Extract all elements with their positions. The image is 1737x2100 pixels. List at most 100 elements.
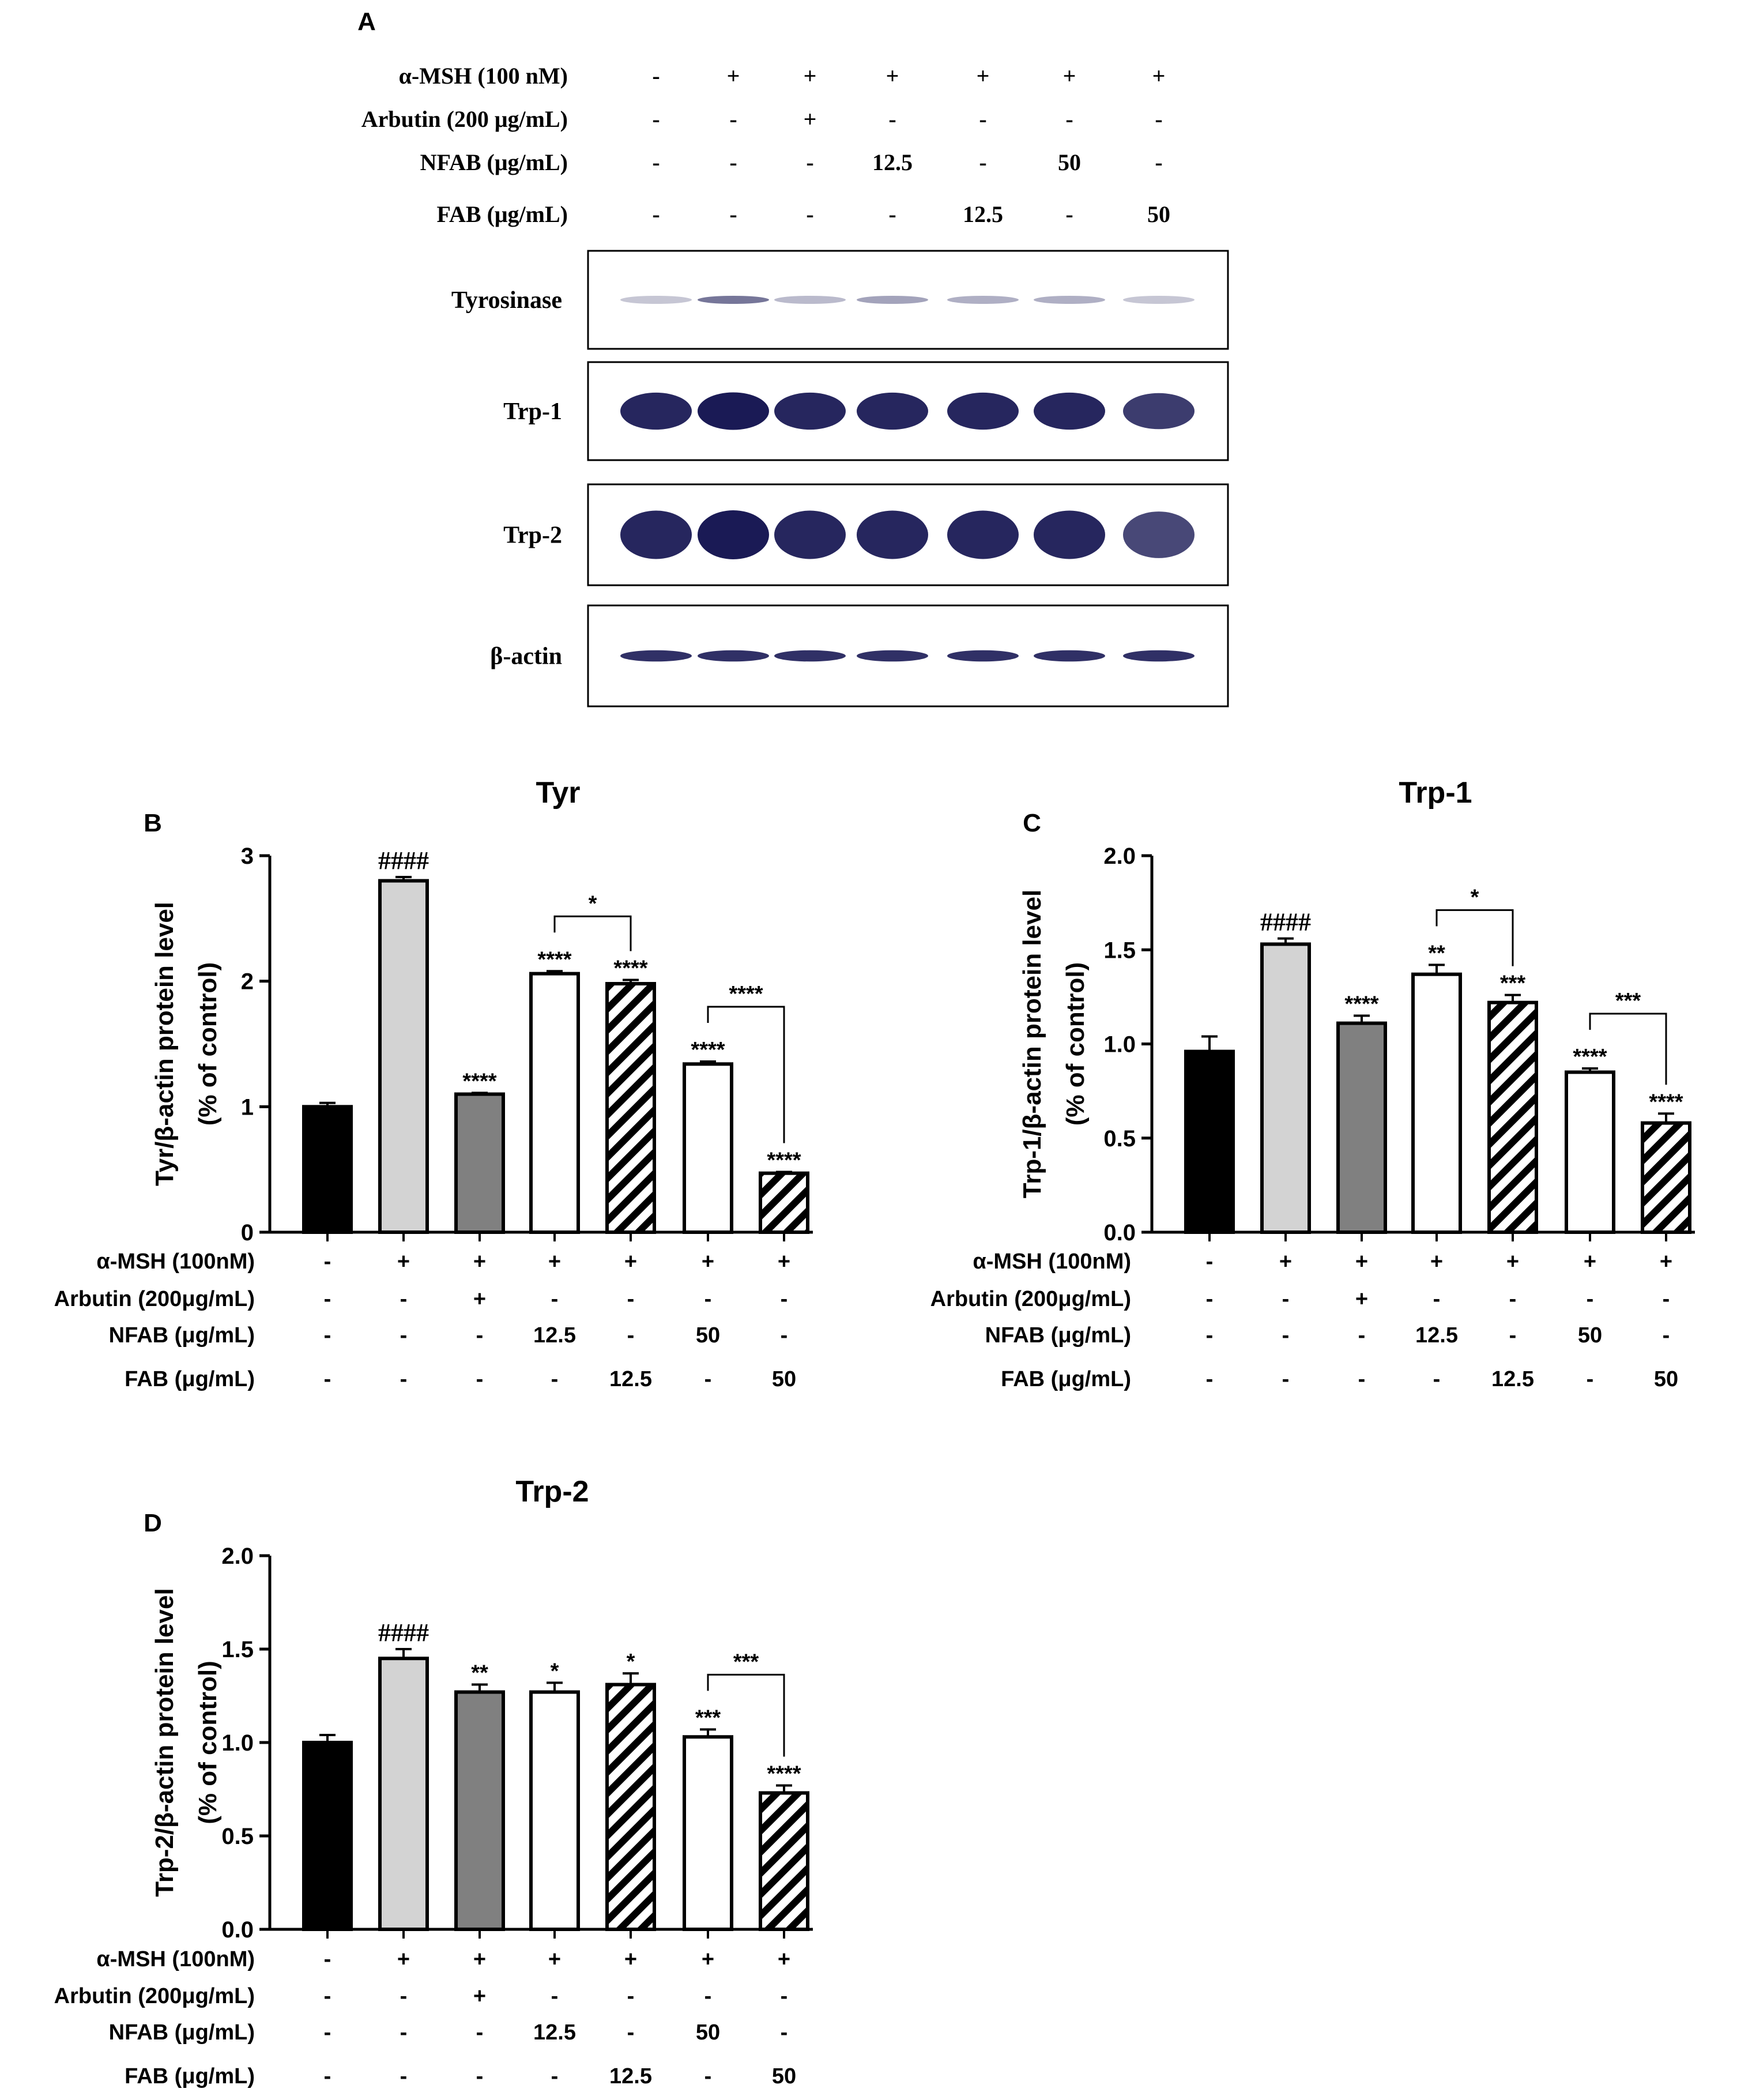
treatment-value: - bbox=[324, 1287, 331, 1311]
y-tick-label: 0.0 bbox=[221, 1917, 254, 1943]
treatment-label: α-MSH (100nM) bbox=[96, 1250, 255, 1274]
treatment-label: FAB (μg/mL) bbox=[1001, 1367, 1131, 1391]
blot-treatment-value: - bbox=[806, 201, 813, 227]
treatment-value: - bbox=[400, 1367, 408, 1391]
bar bbox=[378, 879, 429, 1234]
treatment-value: - bbox=[1206, 1250, 1214, 1274]
y-axis-label-units: (% of control) bbox=[194, 962, 222, 1126]
comparison-bracket bbox=[707, 1006, 785, 1143]
treatment-label: Arbutin (200μg/mL) bbox=[54, 1287, 255, 1311]
blot-treatment-value: + bbox=[977, 63, 990, 89]
y-axis-label: Tyr/β-actin protein level bbox=[150, 902, 179, 1186]
blot-treatment-value: - bbox=[979, 106, 986, 132]
treatment-label: FAB (μg/mL) bbox=[125, 1367, 255, 1391]
chart-c: Trp-1 C Trp-1/β-actin protein level (% of c… bbox=[930, 776, 1695, 1391]
comparison-bracket bbox=[1589, 1013, 1667, 1085]
chart-title: Trp-2 bbox=[515, 1475, 589, 1508]
treatment-value: + bbox=[1355, 1250, 1368, 1274]
treatment-value: - bbox=[1282, 1367, 1290, 1391]
treatment-value: - bbox=[324, 1250, 331, 1274]
blot-band bbox=[947, 296, 1019, 304]
blot-band bbox=[857, 392, 928, 430]
treatment-label: NFAB (μg/mL) bbox=[985, 1323, 1131, 1348]
blot-row-label: β-actin bbox=[490, 643, 562, 670]
blot-band bbox=[857, 650, 928, 662]
y-tick-label: 0.5 bbox=[1103, 1126, 1136, 1151]
y-axis-label-units: (% of control) bbox=[194, 1661, 222, 1824]
treatment-value: - bbox=[324, 1947, 331, 1971]
bar bbox=[1641, 1121, 1691, 1234]
blot-band bbox=[857, 296, 928, 304]
treatment-value: - bbox=[1433, 1367, 1441, 1391]
significance-label: ** bbox=[471, 1661, 488, 1685]
blot-treatment-label: α-MSH (100 nM) bbox=[399, 63, 568, 89]
blot-treatment-value: 50 bbox=[1147, 201, 1170, 227]
significance-label: **** bbox=[767, 1149, 801, 1173]
significance-label: * bbox=[627, 1650, 635, 1674]
treatment-value: 50 bbox=[696, 2020, 720, 2045]
treatment-value: + bbox=[778, 1947, 790, 1971]
y-tick-label: 2.0 bbox=[221, 1544, 254, 1569]
treatment-value: - bbox=[1663, 1287, 1670, 1311]
blot-treatment-value: - bbox=[652, 149, 660, 175]
bar bbox=[605, 982, 656, 1235]
bar bbox=[454, 1092, 505, 1234]
treatment-value: - bbox=[627, 1323, 635, 1348]
y-tick-label: 1.0 bbox=[221, 1730, 254, 1756]
bracket-label: * bbox=[589, 891, 597, 916]
blot-treatment-value: - bbox=[1065, 106, 1073, 132]
blot-treatment-value: - bbox=[652, 201, 660, 227]
significance-label: *** bbox=[1500, 972, 1526, 996]
treatment-value: - bbox=[1282, 1287, 1290, 1311]
bracket-label: *** bbox=[733, 1650, 759, 1674]
blot-band bbox=[1123, 511, 1195, 558]
treatment-value: + bbox=[624, 1947, 637, 1971]
y-tick-label: 0.5 bbox=[221, 1824, 254, 1849]
treatment-value: + bbox=[1355, 1287, 1368, 1311]
bracket-label: * bbox=[1471, 885, 1479, 909]
treatment-value: + bbox=[473, 1984, 486, 2008]
treatment-value: 50 bbox=[1654, 1367, 1678, 1391]
blot-band bbox=[698, 296, 769, 304]
blot-treatment-value: - bbox=[1155, 106, 1162, 132]
blot-band bbox=[947, 650, 1019, 662]
treatment-value: - bbox=[400, 1323, 408, 1348]
treatment-value: - bbox=[1206, 1287, 1214, 1311]
chart-title: Tyr bbox=[536, 776, 580, 810]
treatment-value: 12.5 bbox=[609, 2064, 652, 2088]
treatment-value: - bbox=[551, 1367, 559, 1391]
treatment-value: - bbox=[781, 1287, 788, 1311]
treatment-value: - bbox=[1509, 1323, 1517, 1348]
significance-label: *** bbox=[695, 1706, 721, 1730]
treatment-label: Arbutin (200μg/mL) bbox=[54, 1984, 255, 2008]
treatment-value: - bbox=[324, 2064, 331, 2088]
blot-treatment-label: NFAB (μg/mL) bbox=[420, 149, 568, 175]
blot-band bbox=[1123, 650, 1195, 662]
blot-row-label: Tyrosinase bbox=[451, 287, 562, 314]
blot-treatment-value: 12.5 bbox=[963, 201, 1003, 227]
treatment-value: - bbox=[781, 1984, 788, 2008]
blot-band bbox=[774, 392, 846, 430]
treatment-value: - bbox=[400, 2020, 408, 2045]
treatment-value: + bbox=[1506, 1250, 1519, 1274]
y-tick-label: 3 bbox=[241, 844, 254, 869]
chart-d: Trp-2 D Trp-2/β-actin protein level (% of c… bbox=[54, 1475, 813, 2088]
treatment-value: + bbox=[778, 1250, 790, 1274]
blot-band bbox=[1034, 296, 1105, 304]
blot-treatment-value: + bbox=[804, 106, 817, 132]
treatment-value: - bbox=[1509, 1287, 1517, 1311]
blot-rows: Tyrosinase Trp-1 Trp-2 β-actin bbox=[451, 250, 1229, 707]
blot-treatment-value: 12.5 bbox=[872, 149, 913, 175]
treatment-value: + bbox=[473, 1250, 486, 1274]
treatment-label: NFAB (μg/mL) bbox=[109, 2020, 255, 2045]
treatment-value: - bbox=[627, 1287, 635, 1311]
treatment-value: - bbox=[781, 1323, 788, 1348]
treatment-value: 12.5 bbox=[533, 1323, 576, 1348]
treatment-label: Arbutin (200μg/mL) bbox=[930, 1287, 1131, 1311]
bar bbox=[378, 1657, 429, 1931]
blot-treatment-value: - bbox=[979, 149, 986, 175]
blot-treatment-table: α-MSH (100 nM) - + + + + + + Arbutin (200 μg/mL)… bbox=[361, 63, 1170, 227]
treatment-value: - bbox=[1663, 1323, 1670, 1348]
comparison-bracket bbox=[1435, 909, 1514, 966]
treatment-value: - bbox=[476, 2020, 484, 2045]
